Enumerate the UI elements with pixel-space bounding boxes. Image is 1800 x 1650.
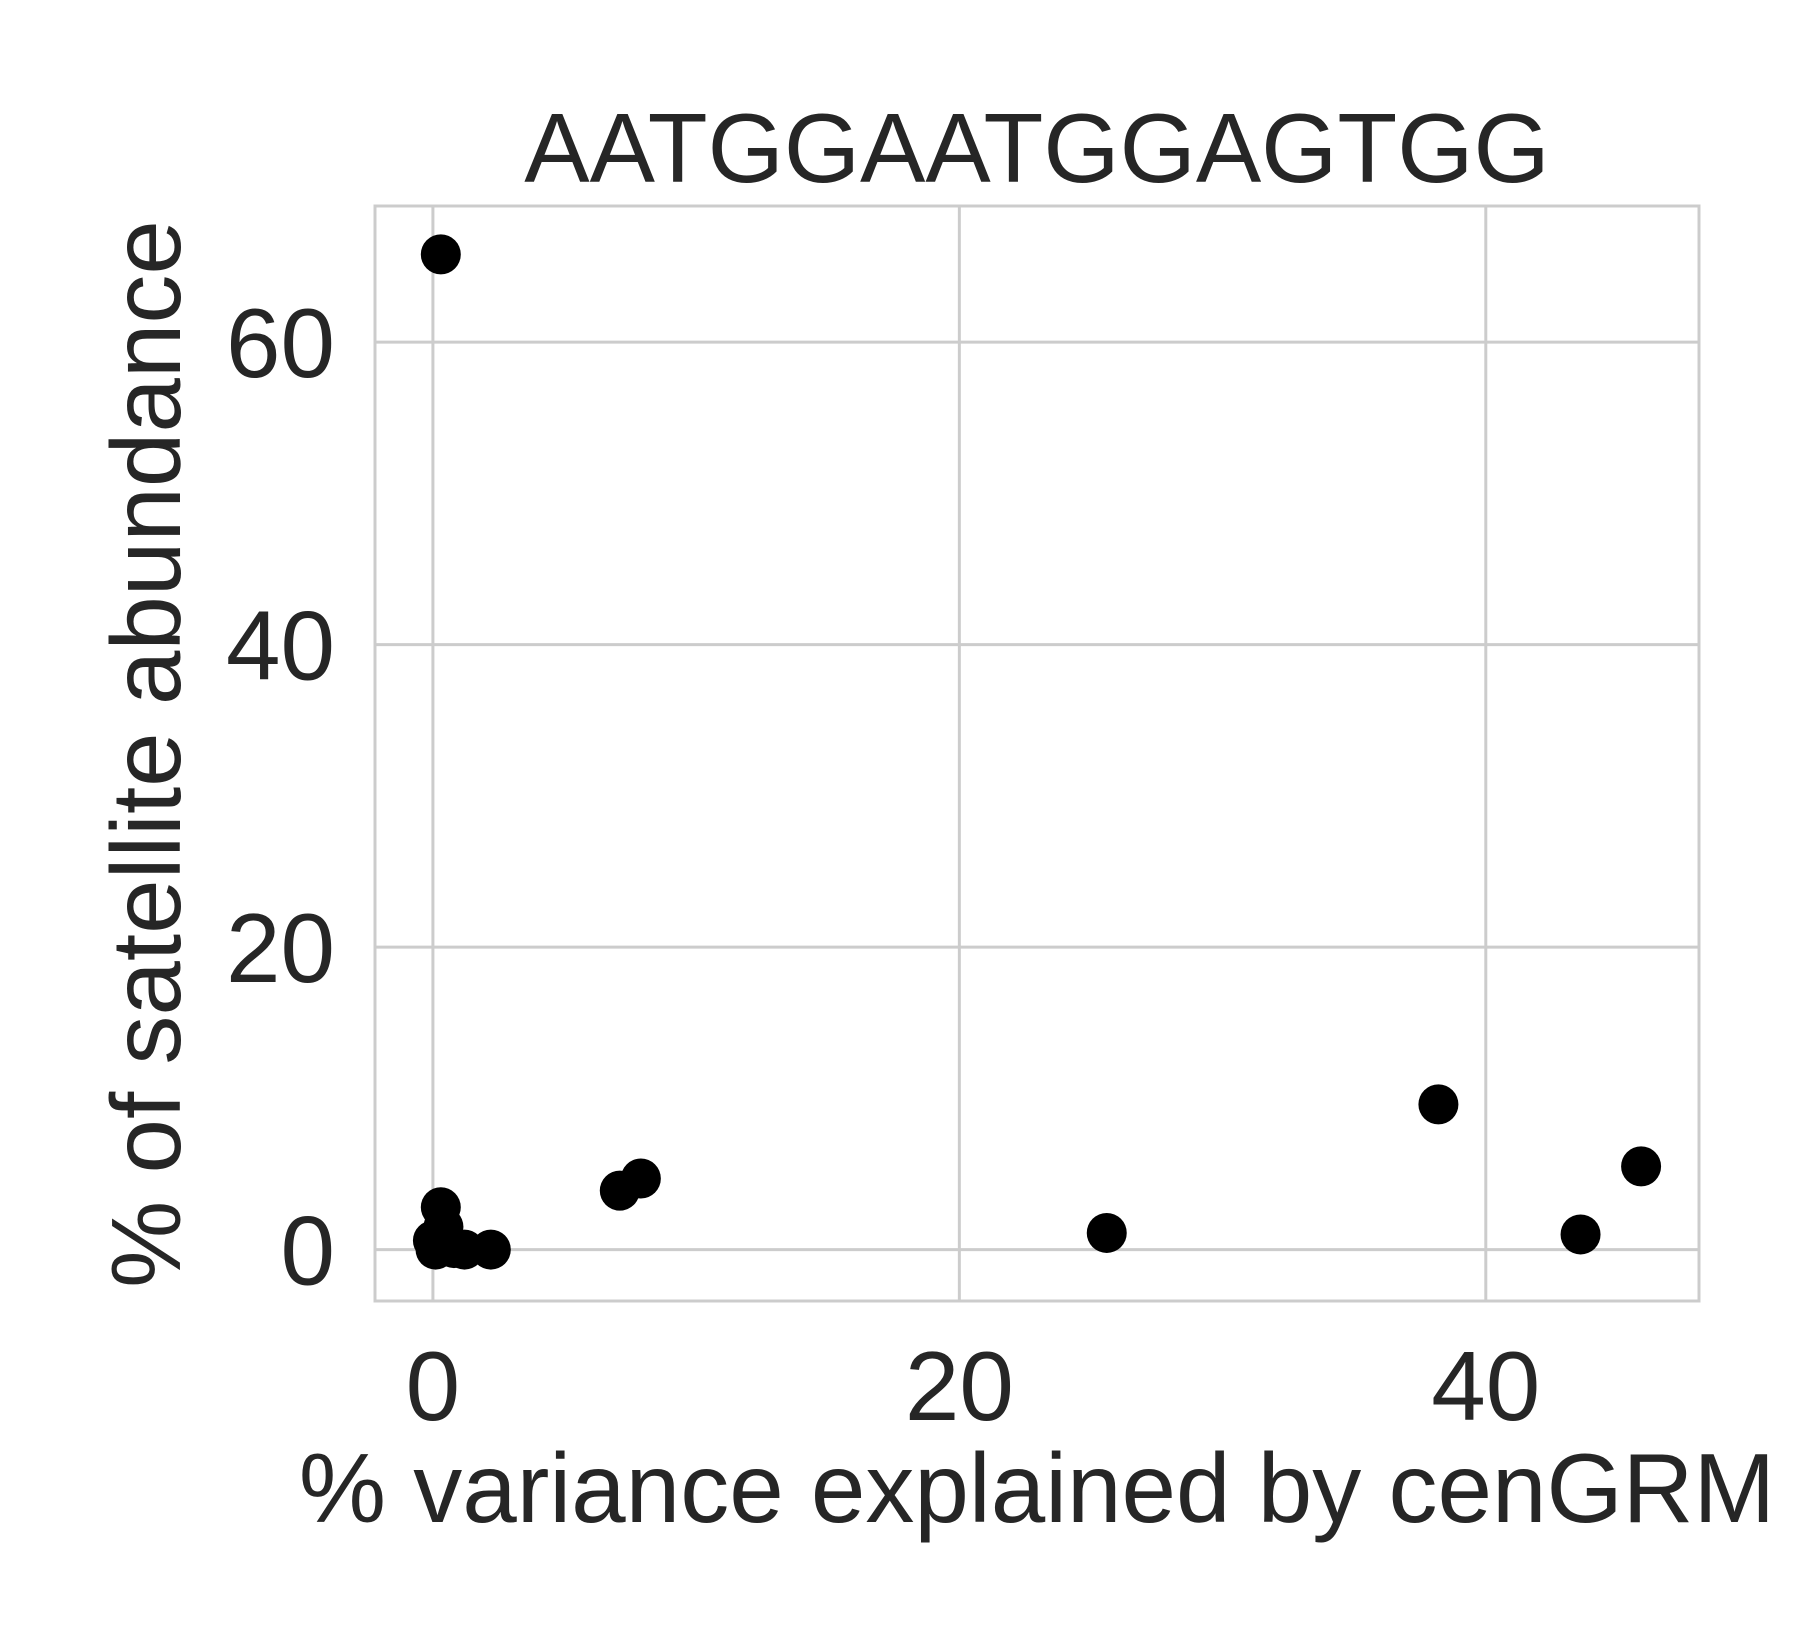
- y-tick-label: 20: [226, 893, 335, 1003]
- x-tick-label: 40: [1431, 1331, 1540, 1441]
- data-point: [620, 1158, 661, 1199]
- chart-title: AATGGAATGGAGTGG: [524, 93, 1549, 203]
- tick-labels: 0 20 40 0 20 40 60: [226, 288, 1540, 1441]
- y-tick-label: 60: [226, 288, 335, 398]
- data-points: [412, 234, 1662, 1270]
- data-point: [420, 234, 461, 275]
- plot-frame: [373, 204, 1701, 1303]
- data-point: [1621, 1146, 1662, 1187]
- data-point: [1418, 1084, 1459, 1125]
- data-point: [470, 1229, 511, 1270]
- x-tick-label: 20: [905, 1331, 1014, 1441]
- x-axis-label: % variance explained by cenGRM: [299, 1433, 1775, 1543]
- data-point: [1560, 1214, 1601, 1255]
- y-tick-label: 40: [226, 591, 335, 701]
- y-axis-label: % of satellite abundance: [91, 220, 201, 1288]
- data-point: [1086, 1212, 1127, 1253]
- x-tick-label: 0: [406, 1331, 461, 1441]
- grid-lines: [375, 206, 1699, 1301]
- y-tick-label: 0: [280, 1196, 335, 1306]
